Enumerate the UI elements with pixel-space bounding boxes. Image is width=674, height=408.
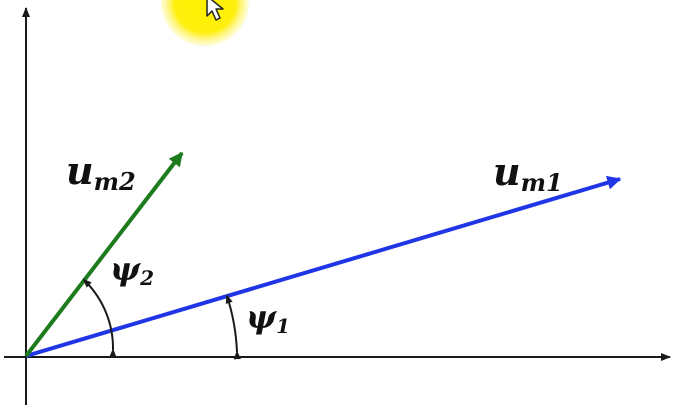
label-psi2-subscript: 2 <box>139 266 154 290</box>
angle-psi2-arc <box>82 278 117 358</box>
label-um1: um1 <box>493 149 563 197</box>
label-psi1-symbol: ψ <box>246 298 277 336</box>
label-psi2: ψ2 <box>110 250 154 290</box>
label-um2: um2 <box>66 148 136 196</box>
label-um1-subscript: m1 <box>521 168 563 197</box>
label-psi1: ψ1 <box>246 298 290 338</box>
label-psi1-subscript: 1 <box>276 314 290 338</box>
label-um2-subscript: m2 <box>94 167 136 196</box>
vector-um2 <box>24 151 184 358</box>
label-um1-symbol: u <box>493 149 521 194</box>
mouse-pointer-icon <box>206 0 224 21</box>
label-psi2-symbol: ψ <box>110 250 141 288</box>
cursor-highlight-icon <box>161 0 249 46</box>
vector-um1 <box>25 175 622 358</box>
label-um2-symbol: u <box>66 148 94 193</box>
angle-psi1-arc <box>225 294 241 360</box>
